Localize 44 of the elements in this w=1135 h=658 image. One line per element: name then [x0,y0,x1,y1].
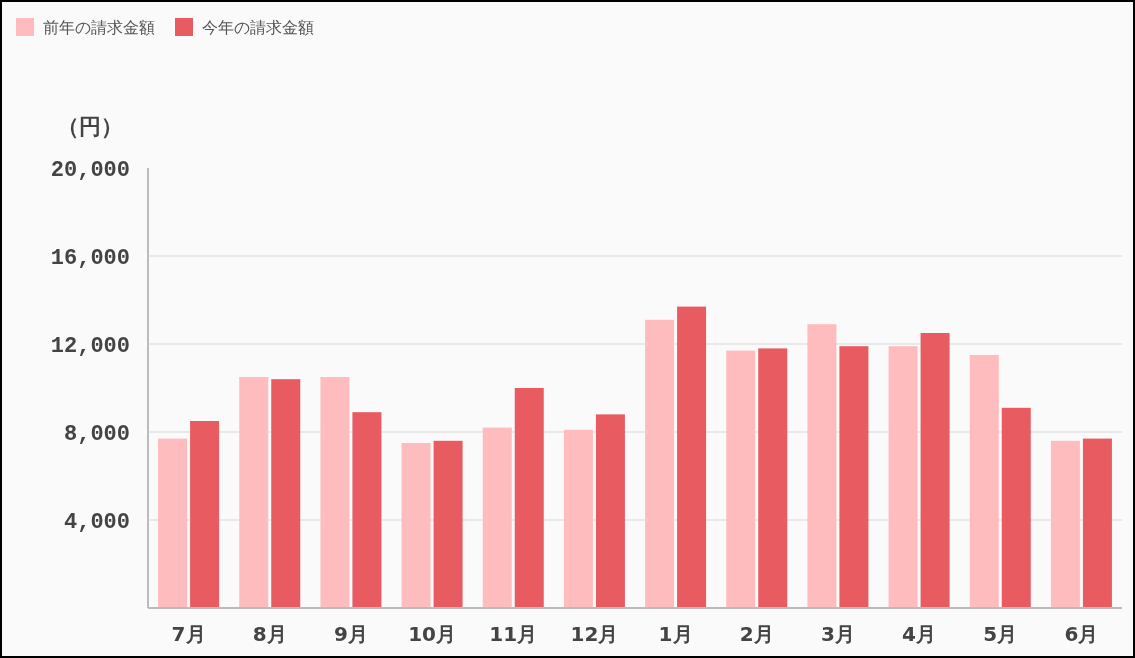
y-tick-label: 12,000 [50,334,130,359]
x-tick-label: 2月 [739,622,774,646]
bar [482,427,512,608]
y-tick-label: 8,000 [63,422,130,447]
legend-label: 前年の請求金額 [43,18,155,37]
bar [645,319,675,608]
x-tick-label: 7月 [171,622,206,646]
x-tick-label: 11月 [489,622,538,646]
bar [677,306,707,608]
bar [1082,438,1112,608]
bar [514,388,544,608]
bar [726,350,756,608]
x-tick-label: 3月 [820,622,855,646]
y-tick-label: 20,000 [50,158,130,183]
bar [969,355,999,608]
bar [190,421,220,608]
x-tick-label: 12月 [570,622,619,646]
x-tick-label: 9月 [333,622,368,646]
bar [920,333,950,608]
y-tick-label: 16,000 [50,246,130,271]
x-tick-label: 6月 [1064,622,1099,646]
bar [563,429,593,608]
x-tick-label: 1月 [658,622,693,646]
bar [758,348,788,608]
bar [320,377,350,608]
bar [839,346,869,608]
x-tick-label: 10月 [408,622,457,646]
bar [433,440,463,608]
bar [158,438,188,608]
bar [888,346,918,608]
bar [401,443,431,608]
y-tick-label: 4,000 [63,510,130,535]
x-tick-label: 5月 [983,622,1018,646]
x-tick-label: 8月 [252,622,287,646]
bar [1001,407,1031,608]
legend-label: 今年の請求金額 [202,18,314,37]
bar [271,379,301,608]
y-axis-title: （円） [57,114,123,139]
bar [352,412,382,608]
bar [807,324,837,608]
bar [1050,440,1080,608]
x-tick-label: 4月 [902,622,937,646]
bar [595,414,625,608]
bar [239,377,269,608]
